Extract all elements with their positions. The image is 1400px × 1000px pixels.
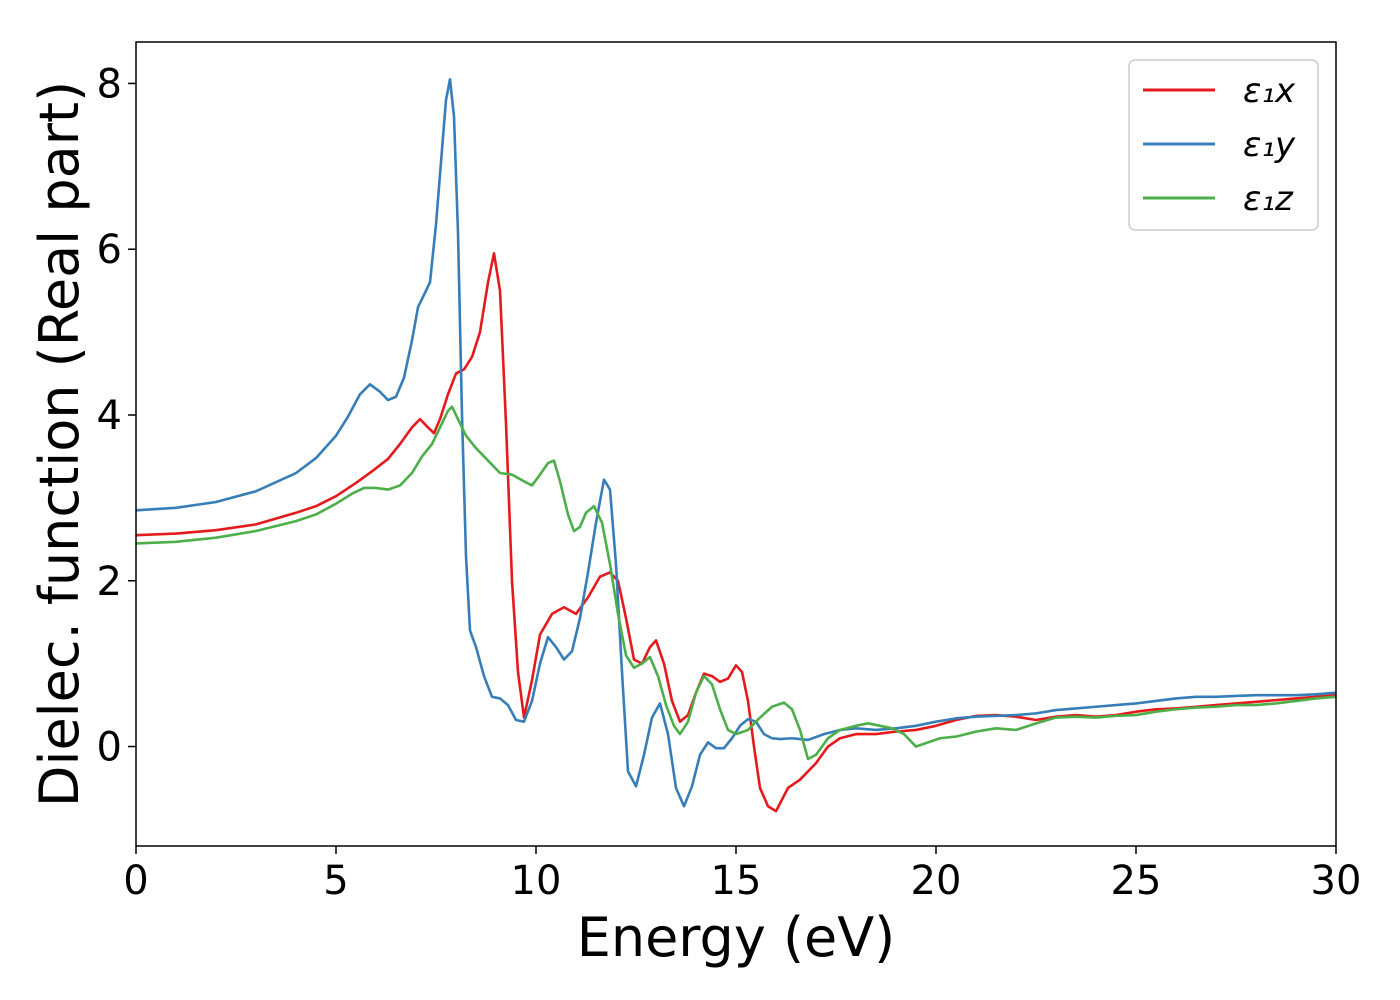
series-line-2 bbox=[136, 78, 1336, 808]
x-tick-label: 30 bbox=[1311, 858, 1362, 904]
series-layer bbox=[136, 78, 1336, 813]
legend-label-3: ε₁z bbox=[1243, 179, 1294, 219]
x-tick-label: 25 bbox=[1111, 858, 1162, 904]
legend-label-2: ε₁y bbox=[1243, 125, 1296, 165]
x-tick-label: 5 bbox=[323, 858, 348, 904]
y-tick-label: 2 bbox=[97, 559, 122, 605]
x-tick-label: 20 bbox=[911, 858, 962, 904]
legend-box bbox=[1128, 59, 1319, 231]
y-tick-label: 4 bbox=[97, 393, 122, 439]
x-axis: 0 5 10 15 20 25 30 bbox=[123, 846, 1361, 904]
y-tick-label: 0 bbox=[97, 725, 122, 771]
x-axis-label: Energy (eV) bbox=[577, 906, 896, 969]
y-tick-label: 8 bbox=[97, 61, 122, 107]
series-line-1 bbox=[136, 252, 1336, 813]
x-tick-label: 15 bbox=[711, 858, 762, 904]
series-line-3 bbox=[136, 405, 1336, 761]
x-tick-label: 10 bbox=[511, 858, 562, 904]
x-tick-label: 0 bbox=[123, 858, 148, 904]
y-tick-label: 6 bbox=[97, 227, 122, 273]
legend: ε₁x ε₁y ε₁z bbox=[1128, 59, 1319, 231]
y-axis: 0 2 4 6 8 bbox=[97, 61, 136, 771]
legend-label-1: ε₁x bbox=[1243, 71, 1296, 111]
y-axis-label: Dielec. function (Real part) bbox=[28, 81, 91, 807]
